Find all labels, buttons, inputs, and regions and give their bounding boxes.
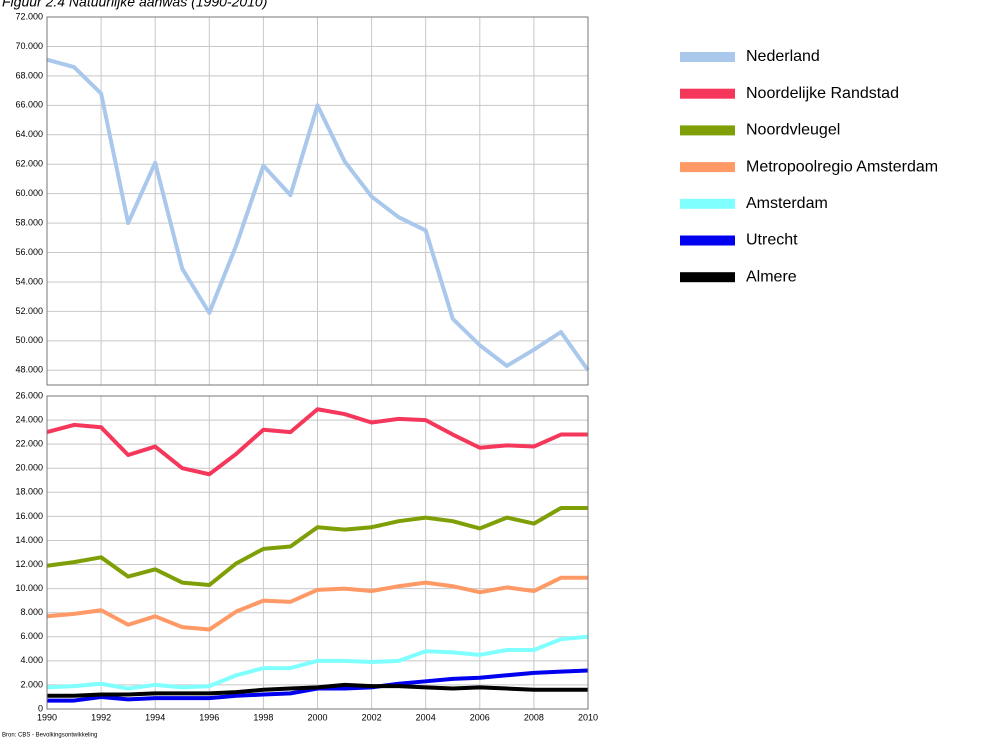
y-tick-label: 0 <box>38 703 43 713</box>
legend-label: Nederland <box>746 48 820 65</box>
x-tick-label: 1998 <box>253 712 273 722</box>
line-series <box>46 57 590 372</box>
y-tick-label: 48.000 <box>15 365 43 375</box>
y-tick-label: 70.000 <box>15 41 43 51</box>
legend-label: Noordelijke Randstad <box>746 85 899 102</box>
y-tick-label: 66.000 <box>15 100 43 110</box>
x-tick-label: 1990 <box>37 712 57 722</box>
y-tick-label: 14.000 <box>15 535 43 545</box>
legend-swatch <box>680 125 735 136</box>
y-tick-label: 10.000 <box>15 583 43 593</box>
x-tick-label: 2004 <box>416 712 436 722</box>
y-tick-label: 56.000 <box>15 247 43 257</box>
legend-swatch <box>680 162 735 173</box>
x-tick-label: 2002 <box>362 712 382 722</box>
y-tick-label: 12.000 <box>15 559 43 569</box>
y-tick-label: 26.000 <box>15 390 43 400</box>
plot-border <box>46 395 589 710</box>
y-tick-label: 16.000 <box>15 511 43 521</box>
x-tick-label: 2008 <box>524 712 544 722</box>
source: Bron: CBS - Bevolkingsontwikkeling <box>2 733 97 739</box>
legend-swatch <box>680 272 735 283</box>
y-tick-label: 20.000 <box>15 463 43 473</box>
line-series <box>46 634 589 691</box>
y-tick-label: 54.000 <box>15 276 43 286</box>
legend-swatch <box>680 88 735 99</box>
legend-swatch <box>680 52 735 62</box>
legend-label: Noordvleugel <box>746 122 840 139</box>
y-tick-label: 62.000 <box>15 159 43 169</box>
legend-label: Metropoolregio Amsterdam <box>746 158 938 175</box>
y-tick-label: 58.000 <box>15 217 43 227</box>
x-tick-label: 1994 <box>145 712 165 722</box>
legend-label: Almere <box>746 268 797 285</box>
line-series <box>46 407 588 477</box>
line-series <box>46 575 588 632</box>
line-series <box>47 682 588 698</box>
y-tick-label: 68.000 <box>15 70 43 80</box>
y-tick-label: 2.000 <box>20 679 43 689</box>
legend-swatch <box>680 235 735 246</box>
y-tick-label: 52.000 <box>15 306 43 316</box>
y-tick-label: 4.000 <box>20 655 43 665</box>
y-tick-label: 60.000 <box>15 188 43 198</box>
chart-title: Figuur 2.4 Natuurlijke aanwas (1990-2010… <box>2 0 267 10</box>
x-tick-label: 2010 <box>578 712 598 722</box>
line-series <box>46 505 588 588</box>
plot-border <box>46 16 589 386</box>
x-tick-label: 1992 <box>91 712 111 722</box>
y-tick-label: 22.000 <box>15 439 43 449</box>
x-tick-label: 2000 <box>307 712 327 722</box>
y-tick-label: 6.000 <box>20 631 43 641</box>
y-tick-label: 50.000 <box>15 335 43 345</box>
legend-swatch <box>680 198 735 209</box>
y-tick-label: 18.000 <box>15 487 43 497</box>
x-tick-label: 2006 <box>470 712 490 722</box>
legend-label: Utrecht <box>746 232 798 249</box>
legend-label: Amsterdam <box>746 195 828 212</box>
y-tick-label: 24.000 <box>15 414 43 424</box>
y-tick-label: 64.000 <box>15 129 43 139</box>
x-tick-label: 1996 <box>199 712 219 722</box>
y-tick-label: 72.000 <box>15 11 43 21</box>
y-tick-label: 8.000 <box>20 607 43 617</box>
